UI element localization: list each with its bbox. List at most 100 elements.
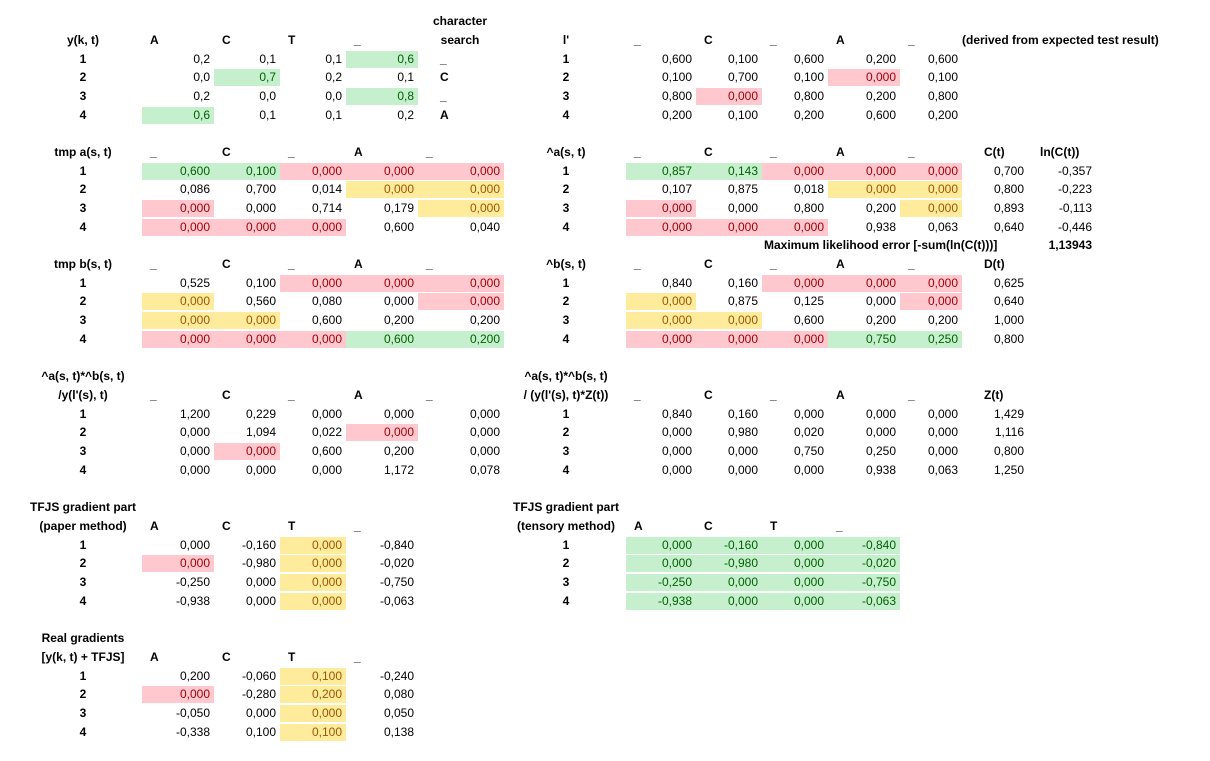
hata-cell: 0,000	[762, 218, 828, 236]
ab_yz-cell: 0,000	[865, 425, 896, 440]
tfjs_paper-label: TFJS gradient part	[29, 500, 136, 515]
ct-value: 0,800	[993, 182, 1024, 197]
ab_yz-row-index: 3	[562, 444, 570, 459]
lnct-value: -0,446	[1057, 219, 1092, 234]
y-row-index: 4	[79, 107, 87, 122]
real-cell: 0,200	[179, 668, 210, 683]
hata-cell: 0,000	[900, 181, 962, 199]
y-cell: 0,7	[214, 69, 280, 87]
tmpa-cell: 0,000	[245, 201, 276, 216]
y-cell: 0,6	[142, 106, 214, 124]
ab_yz-row-index: 4	[562, 462, 570, 477]
zt-header: Z(t)	[984, 388, 1004, 402]
tfjs_tensory-row-index: 1	[562, 537, 570, 552]
hata-cell: 0,857	[626, 162, 696, 180]
ab_y-col-header: C	[222, 388, 231, 402]
dt-value: 0,625	[993, 275, 1024, 290]
y-cell: 0,1	[259, 51, 276, 66]
ab_yz-cell: 0,000	[661, 444, 692, 459]
y-cell: 0,2	[193, 51, 210, 66]
hata-cell: 0,063	[927, 219, 958, 234]
lprime-cell: 0,200	[865, 51, 896, 66]
tmpa-cell: 0,000	[142, 200, 214, 218]
real-cell: 0,100	[280, 667, 346, 685]
tfjs_paper-row-index: 2	[79, 556, 87, 571]
tmpa-cell: 0,600	[383, 219, 414, 234]
real-row-index: 2	[79, 687, 87, 702]
y-cell: 0,0	[259, 89, 276, 104]
y-col-header: _	[354, 33, 361, 47]
tmpa-row-index: 2	[79, 182, 87, 197]
lprime-cell: 0,000	[696, 88, 762, 106]
tfjs_paper-col-header: A	[150, 519, 159, 533]
tmpa-cell: 0,000	[418, 162, 504, 180]
y-col-header: T	[288, 33, 296, 47]
ab_y-col-header: _	[150, 388, 157, 402]
lprime-cell: 0,800	[661, 89, 692, 104]
ab_y-cell: 0,000	[469, 406, 500, 421]
tmpa-cell: 0,600	[142, 162, 214, 180]
tfjs_paper-cell: 0,000	[280, 592, 346, 610]
real-row-index: 4	[79, 724, 87, 739]
ab_y-col-header: _	[426, 388, 433, 402]
tmpb-col-header: A	[354, 257, 363, 271]
hata-cell: 0,018	[793, 182, 824, 197]
lprime-col-header: A	[836, 33, 845, 47]
y-cell: 0,0	[193, 70, 210, 85]
tmpa-cell: 0,000	[280, 162, 346, 180]
hatb-row-index: 3	[562, 313, 570, 328]
ct-value: 0,893	[993, 201, 1024, 216]
hatb-cell: 0,250	[900, 330, 962, 348]
tmpa-row-index: 4	[79, 219, 87, 234]
dt-header: D(t)	[984, 257, 1005, 271]
tmpb-cell: 0,200	[418, 330, 504, 348]
y-row-index: 2	[79, 70, 87, 85]
tmpa-col-header: _	[288, 145, 295, 159]
y-cell: 0,1	[397, 70, 414, 85]
hata-cell: 0,200	[865, 201, 896, 216]
ab_yz-cell: 0,000	[865, 406, 896, 421]
tmpa-col-header: C	[222, 145, 231, 159]
ab_yz-cell: 0,000	[927, 425, 958, 440]
tfjs_paper-col-header: C	[222, 519, 231, 533]
ab_yz-cell: 0,000	[927, 406, 958, 421]
y-row-index: 3	[79, 89, 87, 104]
tmpb-cell: 0,000	[346, 274, 418, 292]
lprime-cell: 0,200	[927, 107, 958, 122]
real-cell: 0,200	[280, 686, 346, 704]
tmpb-col-header: _	[288, 257, 295, 271]
ab_y-cell: 0,600	[311, 444, 342, 459]
ab_y-row-index: 3	[79, 444, 87, 459]
real-cell: 0,000	[142, 686, 214, 704]
zt-value: 0,800	[993, 444, 1024, 459]
tmpb-row-index: 4	[79, 331, 87, 346]
ab_y-col-header: _	[288, 388, 295, 402]
ab_yz-label: / (y(l'(s), t)*Z(t))	[523, 388, 609, 402]
hata-cell: 0,143	[696, 162, 762, 180]
tfjs_paper-col-header: _	[354, 519, 361, 533]
tfjs_tensory-cell: 0,000	[626, 536, 696, 554]
dt-value: 1,000	[993, 313, 1024, 328]
lprime-cell: 0,100	[793, 70, 824, 85]
tmpa-label: tmp a(s, t)	[54, 145, 112, 159]
hata-col-header: A	[836, 145, 845, 159]
ab_yz-col-header: _	[908, 388, 915, 402]
tfjs_paper-cell: 0,000	[280, 536, 346, 554]
ab_y-cell: 1,200	[179, 406, 210, 421]
ct-value: 0,700	[993, 163, 1024, 178]
ab_y-row-index: 1	[79, 406, 87, 421]
tfjs_paper-label: (paper method)	[39, 519, 127, 533]
lprime-cell: 0,000	[828, 69, 900, 87]
hata-cell: 0,000	[626, 200, 696, 218]
tmpa-cell: 0,014	[311, 182, 342, 197]
tfjs_paper-cell: 0,000	[280, 574, 346, 592]
tmpb-cell: 0,000	[214, 330, 280, 348]
tmpb-cell: 0,600	[311, 313, 342, 328]
hatb-row-index: 1	[562, 275, 570, 290]
char-search-value: _	[440, 51, 447, 66]
tmpa-cell: 0,000	[346, 162, 418, 180]
ab_yz-cell: 0,000	[793, 462, 824, 477]
max-likelihood-value: 1,13943	[1048, 238, 1092, 252]
real-cell: 0,100	[245, 724, 276, 739]
hatb-cell: 0,840	[661, 275, 692, 290]
